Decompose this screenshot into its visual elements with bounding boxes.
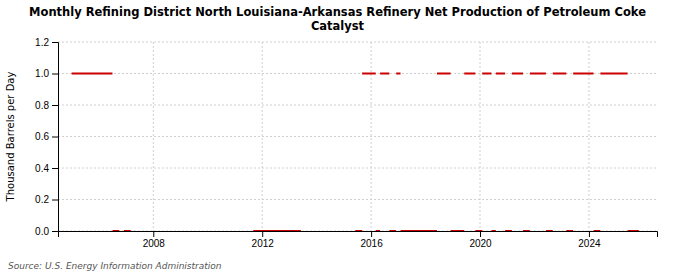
line-segment: [505, 230, 512, 231]
x-axis-line: [59, 232, 658, 238]
grid-line-y: [58, 73, 657, 74]
lines: [72, 74, 639, 232]
line-segment: [546, 230, 553, 231]
grid-line-y: [58, 42, 657, 43]
line-segment: [475, 230, 482, 231]
line-segment: [389, 230, 396, 231]
y-tick-label: 0.0: [35, 226, 49, 237]
line-segment: [491, 230, 495, 231]
line-segment: [566, 230, 573, 231]
y-tick-label: 0.8: [35, 100, 49, 111]
grid-line-y: [58, 199, 657, 200]
x-tick-mark: [153, 231, 154, 237]
grid-line-y: [58, 168, 657, 169]
x-tick-label: 2012: [252, 238, 275, 249]
line-segment: [464, 73, 475, 75]
line-segment: [437, 73, 451, 75]
y-tick: 0.2: [35, 194, 58, 205]
x-tick-label: 2024: [578, 238, 601, 249]
line-segment: [600, 73, 627, 75]
y-axis: 0.0 0.2 0.4 0.6 0.8 1.0 1.2: [35, 37, 58, 237]
y-tick: 0.0: [35, 226, 58, 237]
line-segment: [401, 230, 437, 231]
y-axis-label: Thousand Barrels per Day: [5, 72, 16, 203]
line-segment: [496, 73, 505, 75]
line-segment: [376, 230, 380, 231]
line-segment: [512, 73, 523, 75]
line-segment: [355, 230, 362, 231]
y-tick-label: 0.4: [35, 163, 49, 174]
title: Monthly Refining District North Louisian…: [29, 5, 646, 33]
line-segment: [380, 73, 389, 75]
line-segment: [362, 73, 376, 75]
y-tick-label: 0.6: [35, 131, 49, 142]
grid-line-x: [588, 42, 589, 231]
line-segment: [72, 73, 113, 75]
y-tick: 0.4: [35, 163, 58, 174]
grid: [58, 42, 657, 231]
y-tick-label: 0.2: [35, 194, 49, 205]
chart: 2008 2012 2016 2020 2024 0.0 0.2 0.4 0.6 0.8 1.0 1.…: [0, 0, 675, 275]
x-tick-mark: [371, 231, 372, 237]
line-segment: [396, 73, 400, 75]
x-tick-mark: [589, 231, 590, 237]
line-segment: [482, 73, 491, 75]
x-tick: 2024: [578, 231, 601, 249]
line-segment: [523, 230, 530, 231]
line-segment: [253, 230, 301, 231]
y-tick-mark: [52, 105, 58, 106]
grid-line-y: [58, 136, 657, 137]
line-segment: [553, 73, 567, 75]
x-tick-mark: [262, 231, 263, 237]
y-tick-label: 1.2: [35, 37, 49, 48]
y-tick: 1.2: [35, 37, 58, 48]
x-tick: 2020: [469, 231, 492, 249]
y-tick: 1.0: [35, 68, 58, 79]
y-tick: 0.8: [35, 100, 58, 111]
x-tick: 2016: [360, 231, 383, 249]
y-tick-mark: [52, 168, 58, 169]
line-segment: [112, 230, 119, 231]
grid-line-x: [153, 42, 154, 231]
x-tick-mark: [480, 231, 481, 237]
x-tick: 2012: [252, 231, 275, 249]
x-tick: 2008: [143, 231, 166, 249]
y-tick-mark: [52, 231, 58, 232]
line-segment: [451, 230, 465, 231]
y-tick-mark: [52, 200, 58, 201]
x-tick-label: 2016: [360, 238, 383, 249]
line-segment: [530, 73, 546, 75]
grid-line-y: [58, 105, 657, 106]
y-tick: 0.6: [35, 131, 58, 142]
y-tick-label: 1.0: [35, 68, 49, 79]
plot-area: 2008 2012 2016 2020 2024 0.0 0.2 0.4 0.6 0.8 1.0 1.…: [35, 37, 657, 249]
y-tick-mark: [52, 74, 58, 75]
line-segment: [594, 230, 601, 231]
line-segment: [124, 230, 131, 231]
line-segment: [573, 73, 593, 75]
y-axis-line: [52, 43, 59, 232]
x-tick-label: 2008: [143, 238, 166, 249]
x-tick-label: 2020: [469, 238, 492, 249]
y-tick-mark: [52, 137, 58, 138]
line-segment: [628, 230, 639, 231]
x-axis: 2008 2012 2016 2020 2024: [59, 231, 658, 249]
y-tick-mark: [52, 42, 58, 43]
source: Source: U.S. Energy Information Administ…: [8, 261, 222, 271]
